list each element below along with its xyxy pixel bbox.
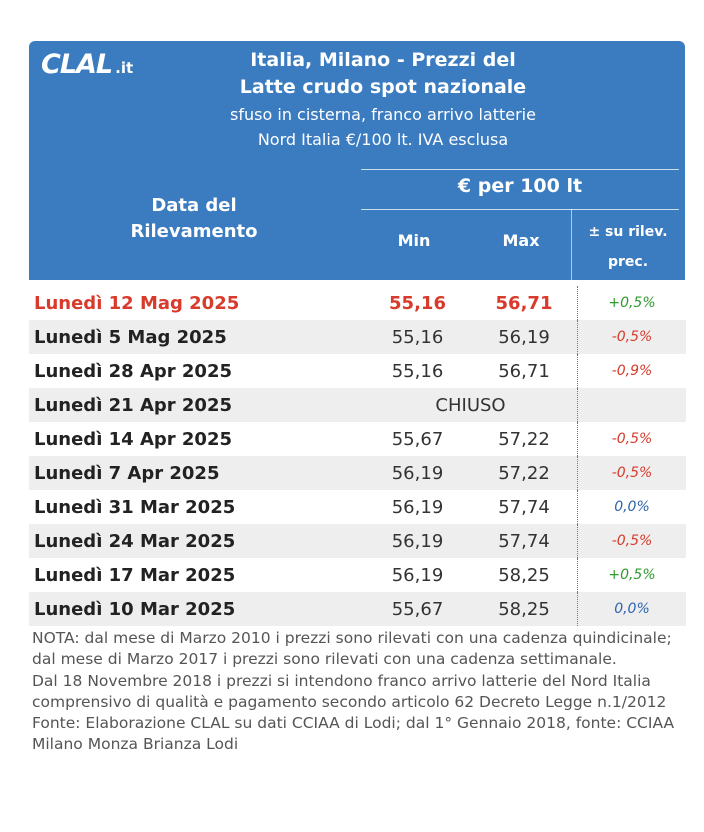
row-variation: -0,5% xyxy=(577,320,686,354)
price-table: Lunedì 12 Mag 2025 55,16 56,71 +0,5% Lun… xyxy=(29,286,686,626)
row-date: Lunedì 5 Mag 2025 xyxy=(29,320,364,354)
row-date: Lunedì 14 Apr 2025 xyxy=(34,428,232,450)
row-date: Lunedì 31 Mar 2025 xyxy=(34,496,236,518)
row-date: Lunedì 24 Mar 2025 xyxy=(29,524,364,558)
notes: NOTA: dal mese di Marzo 2010 i prezzi so… xyxy=(29,628,682,756)
row-date: Lunedì 28 Apr 2025 xyxy=(34,360,232,382)
table-row: Lunedì 10 Mar 2025 55,67 58,25 0,0% xyxy=(29,592,686,626)
column-divider xyxy=(571,209,572,280)
row-max: 58,25 xyxy=(471,592,578,626)
column-header-min: Min xyxy=(397,231,431,250)
row-variation: -0,5% xyxy=(577,456,686,490)
row-max: 56,71 xyxy=(498,360,550,382)
table-row: Lunedì 21 Apr 2025 CHIUSO xyxy=(29,388,686,422)
table-row: Lunedì 31 Mar 2025 56,19 57,74 0,0% xyxy=(29,490,686,524)
row-variation: -0,9% xyxy=(577,354,686,388)
table-row: Lunedì 12 Mag 2025 55,16 56,71 +0,5% xyxy=(29,286,686,320)
row-max: 57,22 xyxy=(498,428,550,450)
row-variation: +0,5% xyxy=(577,558,686,592)
row-min: 55,16 xyxy=(391,360,444,382)
column-header-variation-line2: prec. xyxy=(607,254,649,270)
column-header-date-line2: Rilevamento xyxy=(130,221,258,242)
group-divider-top xyxy=(361,169,679,170)
logo-suffix: .it xyxy=(115,59,134,77)
page-title-line2: Latte crudo spot nazionale xyxy=(239,76,527,98)
logo-text: CLAL xyxy=(41,49,113,80)
row-variation: 0,0% xyxy=(577,592,686,626)
page-title-line1: Italia, Milano - Prezzi del xyxy=(250,49,516,71)
column-group-header: € per 100 lt xyxy=(457,175,583,197)
note-source: Fonte: Elaborazione CLAL su dati CCIAA d… xyxy=(32,714,675,754)
row-min: 55,67 xyxy=(364,592,471,626)
table-header: CLAL .it Italia, Milano - Prezzi del Lat… xyxy=(29,41,685,280)
table-row: Lunedì 7 Apr 2025 56,19 57,22 -0,5% xyxy=(29,456,686,490)
table-row: Lunedì 14 Apr 2025 55,67 57,22 -0,5% xyxy=(29,422,686,456)
note-delivery: Dal 18 Novembre 2018 i prezzi si intendo… xyxy=(32,671,667,711)
row-min: 55,16 xyxy=(389,292,446,314)
row-date: Lunedì 7 Apr 2025 xyxy=(29,456,364,490)
row-variation: -0,5% xyxy=(577,524,686,558)
row-min: 55,67 xyxy=(391,428,444,450)
price-table-card: CLAL .it Italia, Milano - Prezzi del Lat… xyxy=(29,41,686,756)
column-header-max: Max xyxy=(502,231,540,250)
row-closed-label: CHIUSO xyxy=(364,388,578,422)
row-min: 56,19 xyxy=(391,564,444,586)
title-block: Italia, Milano - Prezzi del Latte crudo … xyxy=(129,47,637,152)
row-min: 56,19 xyxy=(364,524,471,558)
row-max: 56,71 xyxy=(495,292,553,314)
table-row: Lunedì 5 Mag 2025 55,16 56,19 -0,5% xyxy=(29,320,686,354)
group-divider-bottom xyxy=(361,209,679,210)
row-date: Lunedì 10 Mar 2025 xyxy=(29,592,364,626)
row-max: 57,74 xyxy=(498,496,550,518)
note-frequency: NOTA: dal mese di Marzo 2010 i prezzi so… xyxy=(32,629,672,669)
row-date: Lunedì 12 Mag 2025 xyxy=(34,292,240,314)
clal-logo[interactable]: CLAL .it xyxy=(41,49,133,81)
row-min: 56,19 xyxy=(391,496,444,518)
row-date: Lunedì 17 Mar 2025 xyxy=(34,564,236,586)
column-header-variation: ± su rilev. prec. xyxy=(574,217,682,277)
table-row: Lunedì 28 Apr 2025 55,16 56,71 -0,9% xyxy=(29,354,686,388)
table-row: Lunedì 17 Mar 2025 56,19 58,25 +0,5% xyxy=(29,558,686,592)
subtitle-line1: sfuso in cisterna, franco arrivo latteri… xyxy=(230,105,536,124)
row-max: 57,74 xyxy=(471,524,578,558)
row-min: 55,16 xyxy=(364,320,471,354)
row-min: 56,19 xyxy=(364,456,471,490)
column-header-date-line1: Data del xyxy=(151,195,237,216)
row-max: 56,19 xyxy=(471,320,578,354)
row-variation: 0,0% xyxy=(577,490,686,524)
column-header-variation-line1: ± su rilev. xyxy=(588,224,668,240)
row-max: 57,22 xyxy=(471,456,578,490)
row-variation: +0,5% xyxy=(577,286,686,320)
table-row: Lunedì 24 Mar 2025 56,19 57,74 -0,5% xyxy=(29,524,686,558)
row-max: 58,25 xyxy=(498,564,550,586)
row-variation xyxy=(577,388,686,422)
column-header-date: Data del Rilevamento xyxy=(29,193,359,245)
subtitle-line2: Nord Italia €/100 lt. IVA esclusa xyxy=(257,130,509,149)
row-variation: -0,5% xyxy=(577,422,686,456)
row-date: Lunedì 21 Apr 2025 xyxy=(29,388,364,422)
